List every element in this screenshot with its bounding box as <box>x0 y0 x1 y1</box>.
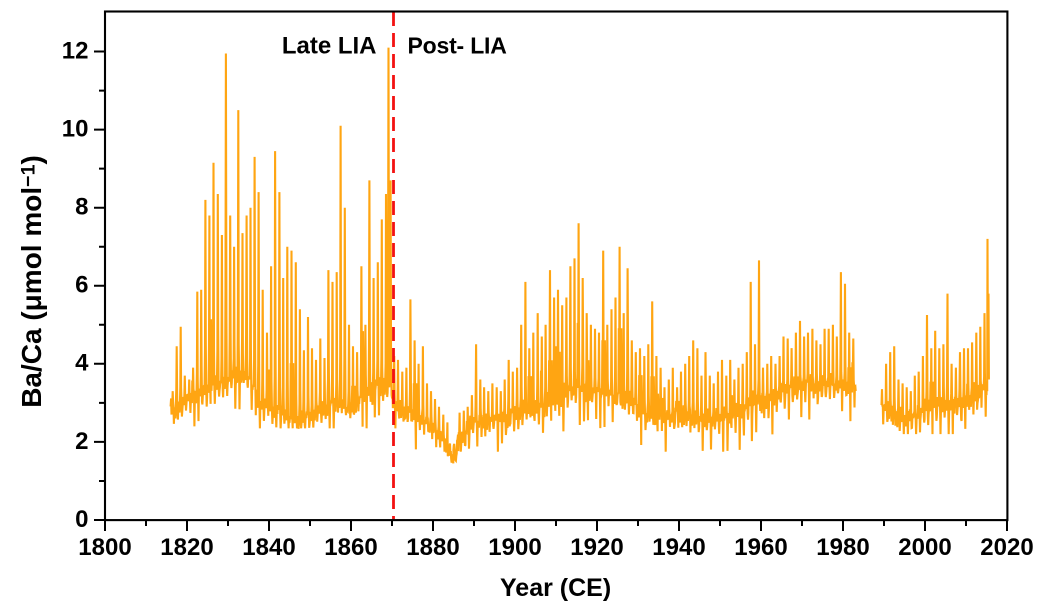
svg-text:1940: 1940 <box>652 534 705 561</box>
svg-text:2: 2 <box>75 428 88 455</box>
svg-text:4: 4 <box>75 350 89 377</box>
svg-text:0: 0 <box>75 506 88 533</box>
svg-text:8: 8 <box>75 194 88 221</box>
svg-text:12: 12 <box>62 37 89 64</box>
svg-text:1840: 1840 <box>242 534 295 561</box>
svg-text:1960: 1960 <box>734 534 787 561</box>
svg-text:6: 6 <box>75 272 88 299</box>
svg-text:2020: 2020 <box>980 534 1033 561</box>
svg-text:1820: 1820 <box>160 534 213 561</box>
svg-text:1800: 1800 <box>78 534 131 561</box>
svg-text:Late LIA: Late LIA <box>282 33 377 60</box>
svg-text:1860: 1860 <box>324 534 377 561</box>
svg-text:1880: 1880 <box>406 534 459 561</box>
svg-text:10: 10 <box>62 116 89 143</box>
svg-text:Post- LIA: Post- LIA <box>408 33 507 59</box>
svg-text:1900: 1900 <box>488 534 541 561</box>
svg-text:1980: 1980 <box>816 534 869 561</box>
svg-text:1920: 1920 <box>570 534 623 561</box>
svg-text:Ba/Ca (μmol mol−1): Ba/Ca (μmol mol−1) <box>16 155 47 408</box>
svg-text:Year (CE): Year (CE) <box>500 574 611 602</box>
svg-text:2000: 2000 <box>898 534 951 561</box>
